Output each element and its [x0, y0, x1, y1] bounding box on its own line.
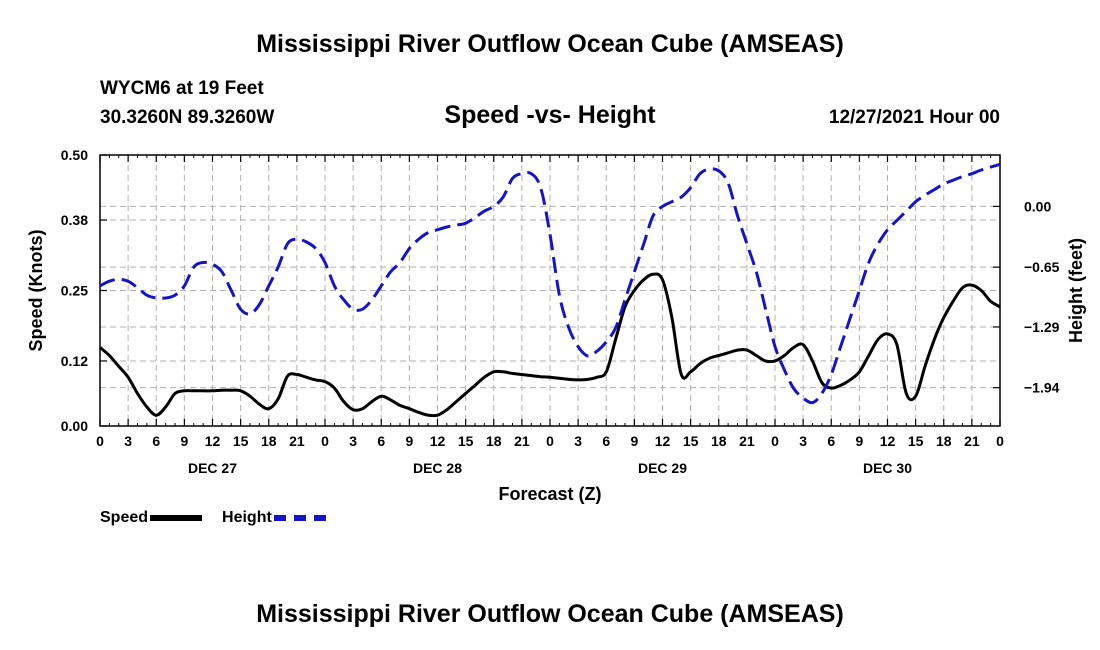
legend-speed-label: Speed: [100, 509, 149, 526]
x-tick-label: 12: [655, 433, 671, 449]
x-tick-label: 12: [205, 433, 221, 449]
grid: [100, 155, 1000, 426]
legend: Speed Height: [100, 509, 346, 527]
x-tick-label: 18: [936, 433, 952, 449]
axis-labels: 0 3 6 9 12 15 18 21 0 3 6 9 12 15 18 21 0 3 6 9 12 15 18 21 0 3 6 9…: [61, 147, 1060, 476]
x-tick-label: 3: [124, 433, 132, 449]
x-tick-label: 15: [908, 433, 924, 449]
chart-title: Mississippi River Outflow Ocean Cube (AM…: [256, 30, 844, 58]
x-tick-label: 6: [827, 433, 835, 449]
chart-subtitle: Speed -vs- Height: [444, 101, 656, 129]
y-right-tick-label: −1.94: [1024, 380, 1060, 396]
day-label: DEC 30: [863, 460, 912, 476]
x-tick-label: 3: [799, 433, 807, 449]
x-tick-label: 3: [349, 433, 357, 449]
y-right-tick-label: −0.65: [1024, 259, 1060, 275]
x-tick-label: 18: [486, 433, 502, 449]
x-tick-label: 21: [964, 433, 980, 449]
y-left-tick-label: 0.12: [61, 353, 88, 369]
x-tick-label: 21: [739, 433, 755, 449]
y-left-tick-label: 0.50: [61, 147, 88, 163]
y-right-tick-label: 0.00: [1024, 198, 1051, 214]
x-tick-label: 21: [514, 433, 530, 449]
day-label: DEC 28: [413, 460, 462, 476]
y-right-tick-label: −1.29: [1024, 319, 1060, 335]
x-tick-label: 6: [602, 433, 610, 449]
legend-height-swatch: [273, 515, 326, 521]
x-tick-label: 12: [430, 433, 446, 449]
x-tick-label: 12: [880, 433, 896, 449]
legend-speed-swatch: [150, 515, 203, 521]
footer-title: Mississippi River Outflow Ocean Cube (AM…: [256, 600, 844, 628]
x-tick-label: 0: [996, 433, 1004, 449]
x-tick-label: 3: [574, 433, 582, 449]
legend-height-label: Height: [222, 509, 272, 526]
axis-ticks: [99, 154, 1001, 427]
y-left-tick-label: 0.25: [61, 283, 88, 299]
day-label: DEC 27: [188, 460, 237, 476]
x-tick-label: 15: [683, 433, 699, 449]
forecast-datetime: 12/27/2021 Hour 00: [828, 107, 1000, 128]
x-tick-label: 15: [458, 433, 474, 449]
series-line-speed: [99, 272, 1001, 418]
x-tick-label: 0: [321, 433, 329, 449]
y-left-tick-label: 0.38: [61, 212, 88, 228]
y-axis-right-title: Height (feet): [1066, 238, 1086, 343]
x-tick-label: 21: [289, 433, 305, 449]
x-tick-label: 9: [630, 433, 638, 449]
y-left-tick-label: 0.00: [61, 418, 88, 434]
series-layer: [99, 162, 1001, 418]
x-axis-title: Forecast (Z): [498, 484, 601, 504]
x-tick-label: 9: [180, 433, 188, 449]
x-tick-label: 0: [771, 433, 779, 449]
day-label: DEC 29: [638, 460, 687, 476]
x-tick-label: 0: [96, 433, 104, 449]
y-axis-left-title: Speed (Knots): [26, 229, 46, 351]
series-line-height: [99, 162, 1001, 405]
station-label: WYCM6 at 19 Feet: [100, 78, 264, 99]
legend-item-height: Height: [222, 509, 326, 527]
legend-item-speed: Speed: [100, 509, 203, 527]
x-tick-label: 0: [546, 433, 554, 449]
x-tick-label: 18: [711, 433, 727, 449]
x-tick-label: 6: [152, 433, 160, 449]
coordinates-label: 30.3260N 89.3260W: [100, 107, 275, 128]
x-tick-label: 6: [377, 433, 385, 449]
x-tick-label: 9: [855, 433, 863, 449]
x-tick-label: 9: [405, 433, 413, 449]
x-tick-label: 15: [233, 433, 249, 449]
x-tick-label: 18: [261, 433, 277, 449]
